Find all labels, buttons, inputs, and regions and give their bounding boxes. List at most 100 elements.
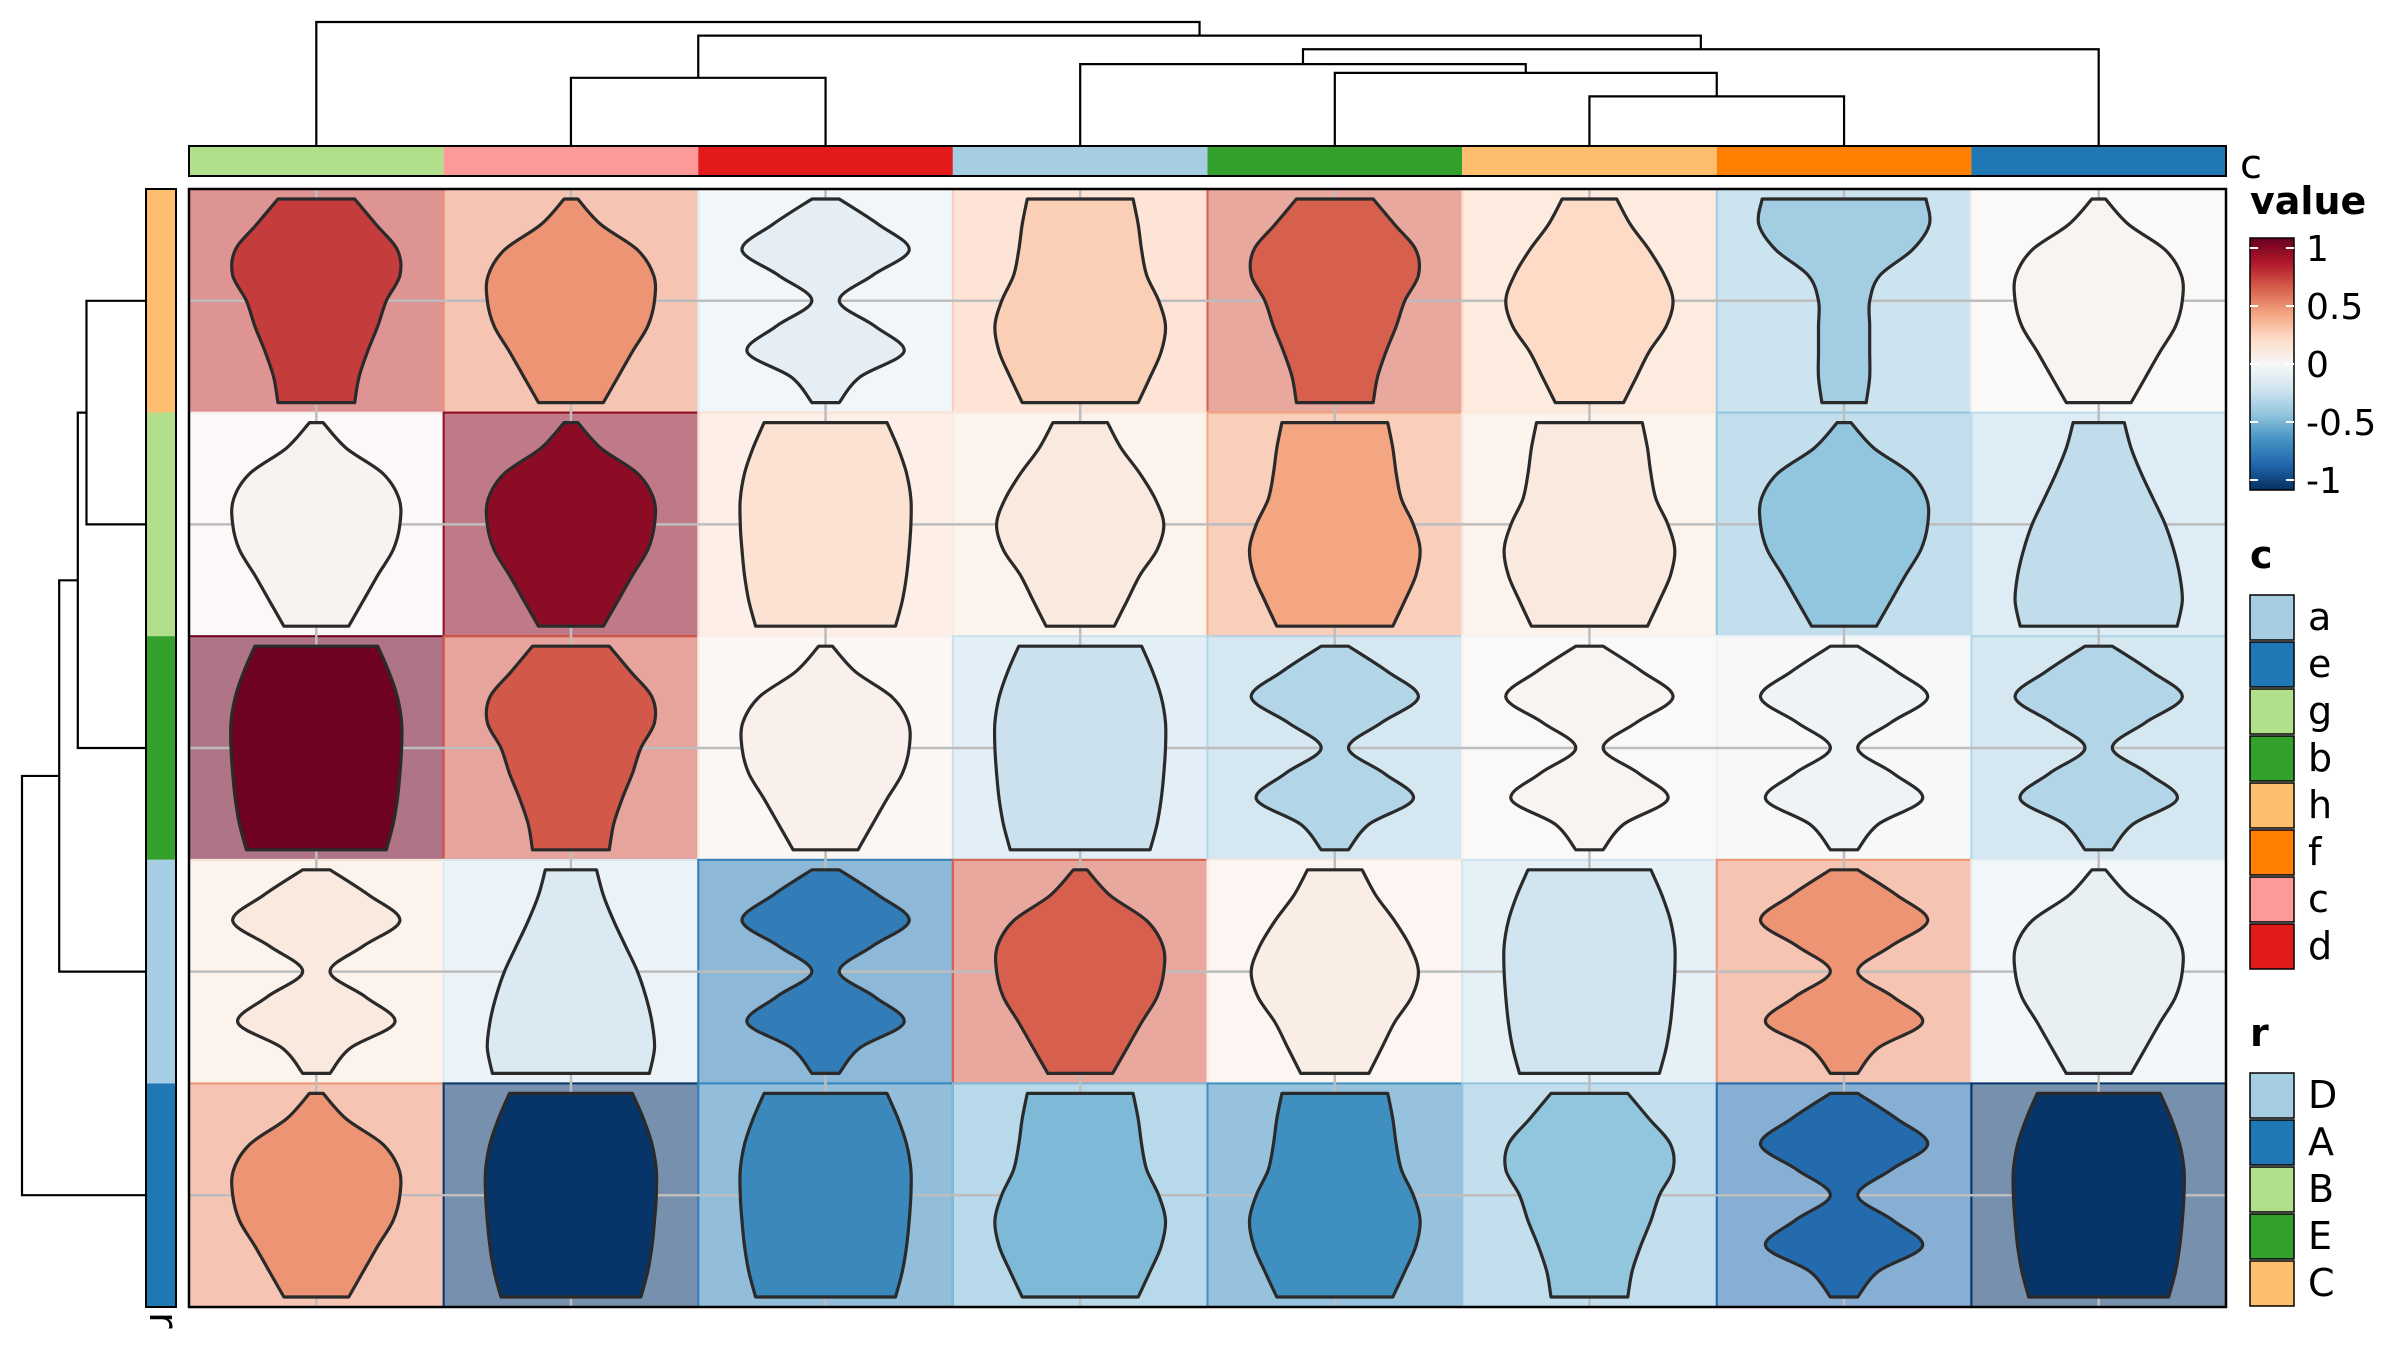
violin-shape: [1504, 197, 1675, 405]
value-legend-title: value: [2250, 179, 2366, 223]
row-annotation-name: r: [140, 1312, 186, 1329]
legend-key-label: A: [2308, 1120, 2334, 1164]
legend-key-label: d: [2308, 924, 2332, 968]
violin-shape: [483, 1091, 659, 1299]
violin-shape: [2012, 197, 2185, 405]
dendrogram-branch: [76, 411, 146, 750]
violin-shape: [992, 644, 1168, 852]
value-legend-tick-label: 1: [2306, 229, 2329, 270]
violin-shape: [2013, 644, 2184, 852]
value-legend-tick-label: 0: [2306, 345, 2329, 386]
row-dendrogram: [20, 299, 146, 1197]
violin-shape: [484, 421, 658, 628]
legend-key-swatch: [2249, 876, 2295, 923]
violin-shape: [484, 197, 658, 405]
legend-key-label: g: [2308, 689, 2332, 733]
value-legend-tick-label: -0.5: [2306, 403, 2376, 444]
violin-shape: [230, 197, 403, 405]
dendrogram-branch: [85, 299, 146, 526]
column-annotation-cell: [1462, 146, 1717, 176]
violin-shape: [993, 1091, 1168, 1299]
violin-shape: [230, 1091, 403, 1299]
violin-shape: [1758, 868, 1930, 1075]
legend-key-label: f: [2308, 830, 2323, 874]
row-annotation-bar: [145, 188, 177, 1308]
column-annotation-cell: [1207, 146, 1463, 176]
violin-shape: [994, 421, 1166, 628]
legend-key-swatch: [2249, 923, 2295, 970]
r-legend-title: r: [2250, 1011, 2269, 1055]
c-legend-title: c: [2250, 533, 2273, 577]
violin-shape: [1758, 1091, 1930, 1299]
legend-key-label: b: [2308, 736, 2332, 780]
violin-shape: [2013, 421, 2184, 628]
dendrogram-branch: [1333, 71, 1718, 146]
violin-shape: [485, 868, 657, 1075]
dendrogram-branch: [1588, 95, 1846, 146]
violin-shape: [1248, 197, 1422, 405]
violin-shape: [740, 197, 911, 405]
row-annotation-cell: [146, 1083, 176, 1307]
column-annotation-cell: [443, 146, 699, 176]
violin-shape: [1502, 421, 1677, 628]
legend-key-swatch: [2249, 1260, 2295, 1307]
column-dendrogram: [315, 20, 2100, 146]
dendrogram-branch: [58, 579, 146, 973]
violin-shape: [993, 197, 1168, 405]
violin-shape: [2012, 868, 2185, 1075]
row-annotation-cell: [146, 189, 176, 413]
dendrogram-branch: [697, 34, 1702, 78]
legend-key-swatch: [2249, 594, 2295, 641]
legend-key-swatch: [2249, 1166, 2295, 1213]
violin-shape: [1503, 1091, 1676, 1299]
column-annotation-cell: [1716, 146, 1972, 176]
legend-key-swatch: [2249, 829, 2295, 876]
column-annotation-cell: [189, 146, 444, 176]
value-legend: value 1 0.5 0 -0.5 -1: [2249, 179, 2376, 502]
dendrogram-branch: [315, 20, 1201, 146]
violin-shape: [740, 868, 911, 1075]
violin-shape: [2011, 1091, 2186, 1299]
column-annotation-cell: [1971, 146, 2226, 176]
row-annotation-cell: [146, 636, 176, 860]
violin-shape: [1757, 421, 1931, 628]
dendrogram-branch: [569, 76, 827, 146]
violin-shape: [1504, 644, 1675, 852]
legend-key-label: C: [2308, 1261, 2335, 1305]
legend-key-swatch: [2249, 688, 2295, 735]
violin-shape: [1249, 644, 1420, 852]
value-legend-tick-label: 0.5: [2306, 287, 2363, 328]
violin-shape: [1249, 868, 1421, 1075]
legend-key-label: B: [2308, 1167, 2334, 1211]
legend-key-label: h: [2308, 783, 2332, 827]
column-annotation-cell: [698, 146, 953, 176]
violin-shape: [1758, 644, 1930, 852]
violin-shape: [231, 868, 402, 1075]
violin-shape: [1756, 197, 1932, 405]
violin-shape: [993, 868, 1167, 1075]
heatmap-frame: [187, 187, 2228, 1309]
column-annotation-bar: [188, 145, 2227, 177]
legend-key-label: E: [2308, 1214, 2332, 1258]
column-annotation-cell: [952, 146, 1208, 176]
dendrogram-branch: [1079, 63, 1527, 146]
violin-shape: [738, 1091, 913, 1299]
legend-key-label: a: [2308, 595, 2331, 639]
legend-key-label: e: [2308, 642, 2331, 686]
violin-layer: [229, 197, 2186, 1299]
legend-key-swatch: [2249, 782, 2295, 829]
violin-shape: [1502, 868, 1677, 1075]
violin-shape: [229, 644, 404, 852]
row-annotation-cell: [146, 412, 176, 637]
row-annotation-cell: [146, 859, 176, 1084]
column-annotation-name: c: [2240, 142, 2262, 188]
violin-shape: [484, 644, 658, 852]
violin-shape: [1247, 1091, 1422, 1299]
legend-key-swatch: [2249, 1119, 2295, 1166]
value-legend-tick-label: -1: [2306, 461, 2342, 502]
legend-key-swatch: [2249, 1072, 2295, 1119]
legend-key-swatch: [2249, 735, 2295, 782]
